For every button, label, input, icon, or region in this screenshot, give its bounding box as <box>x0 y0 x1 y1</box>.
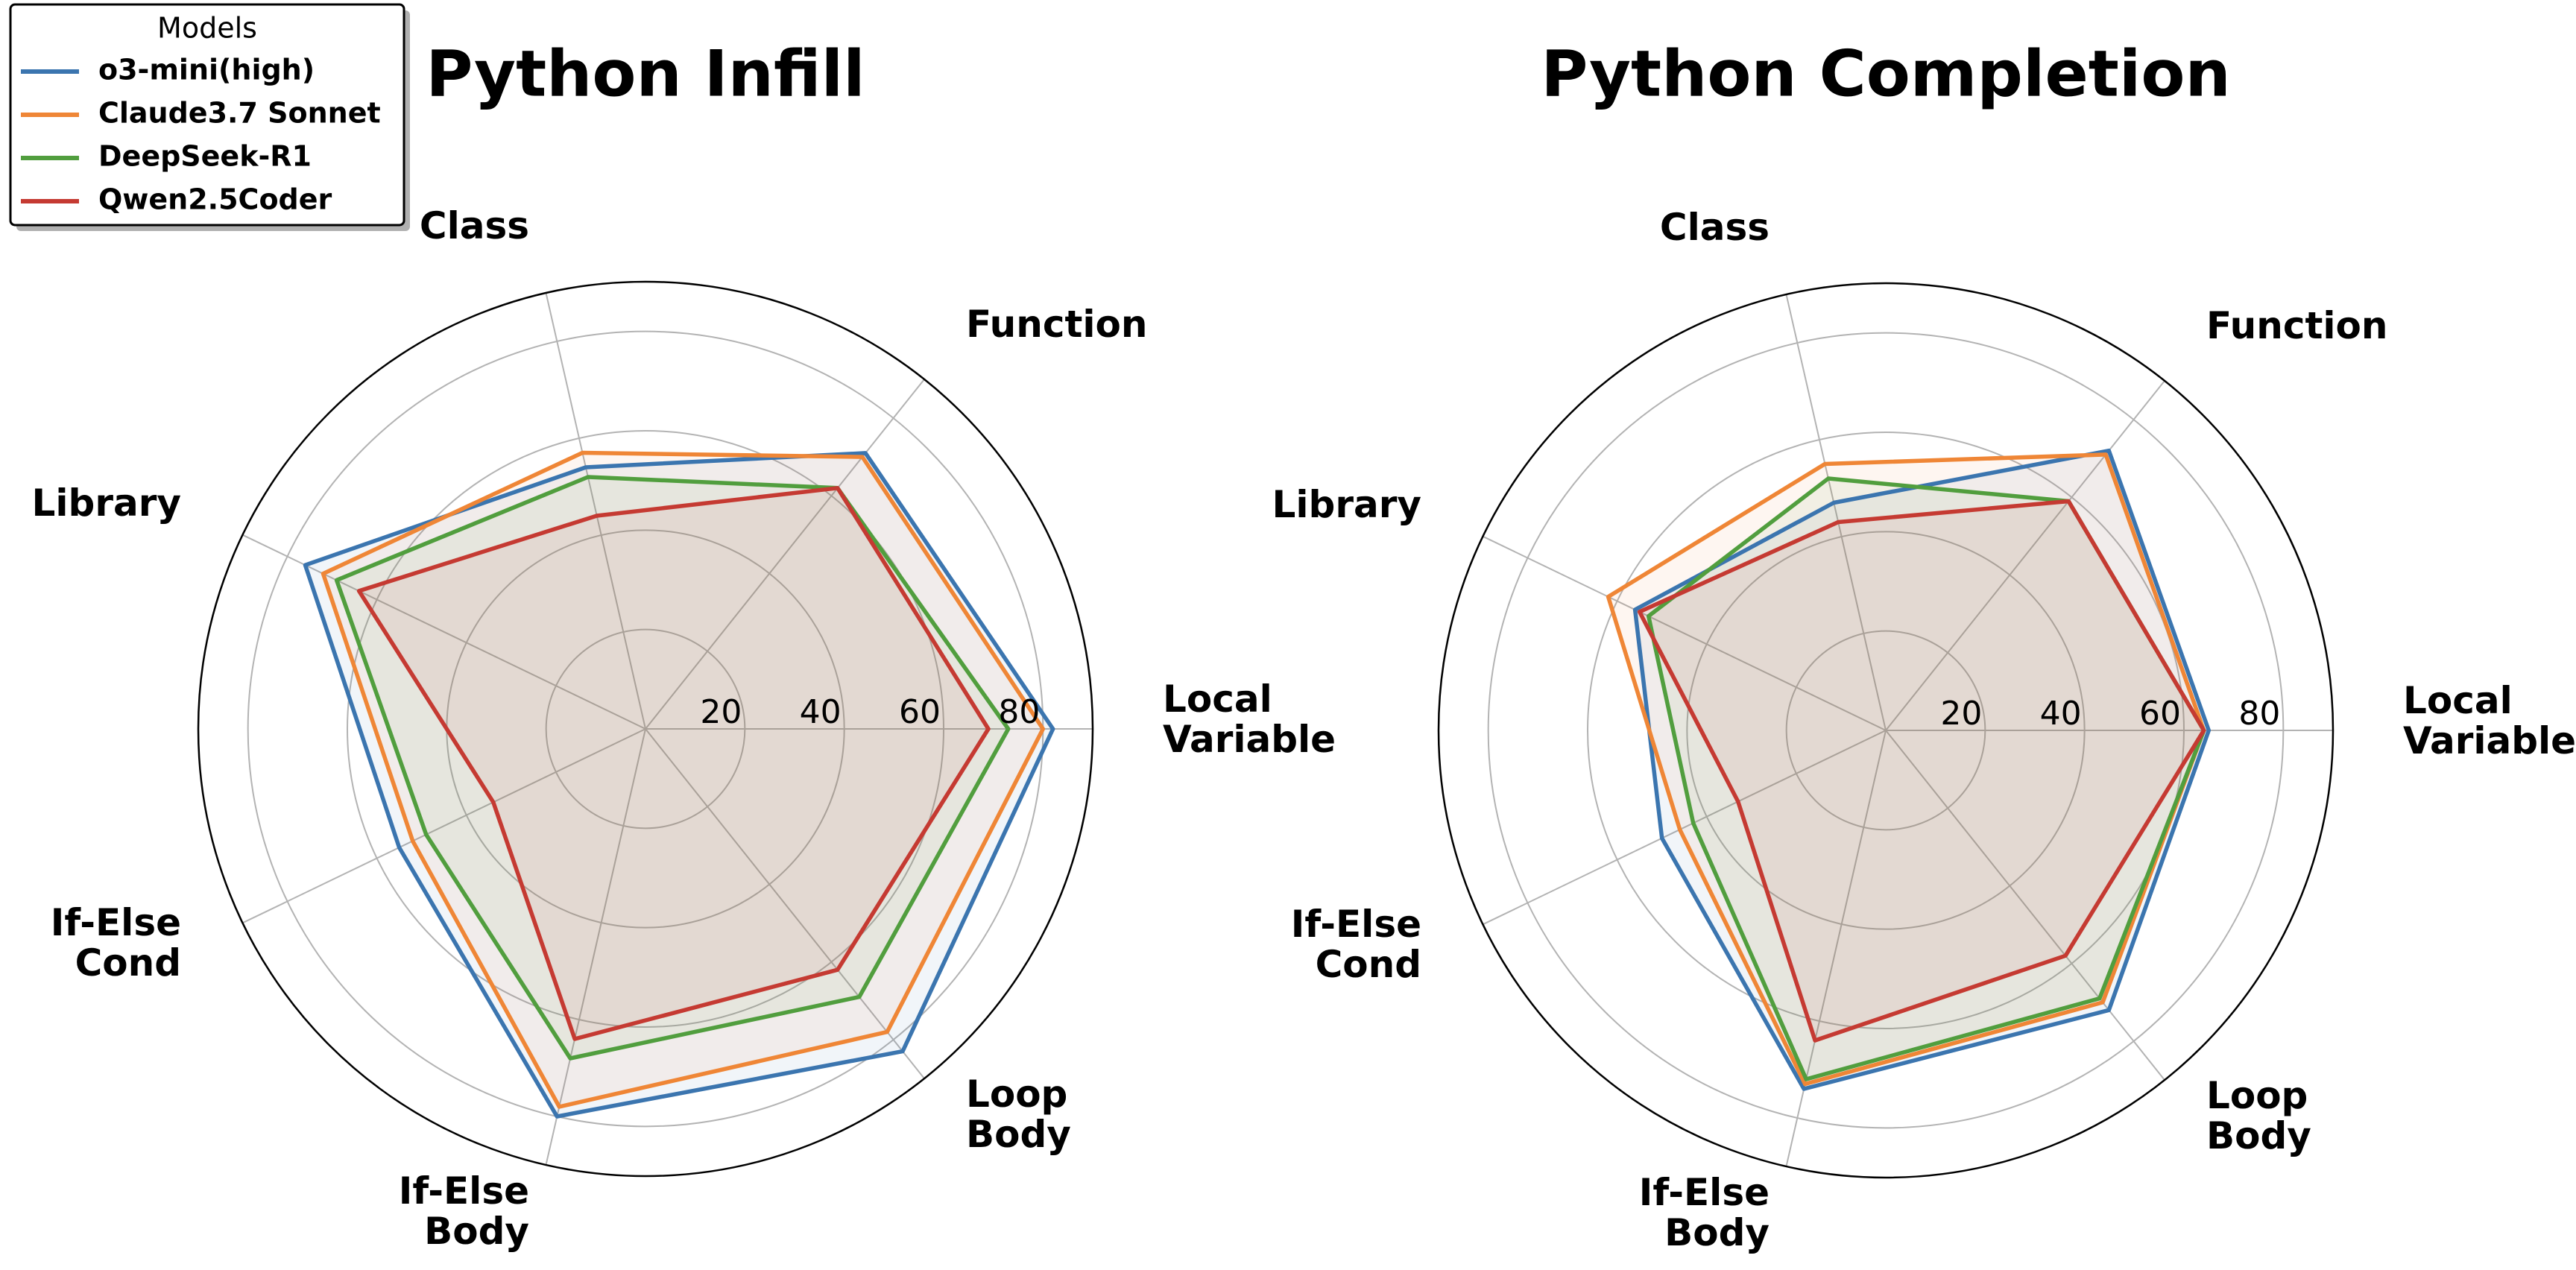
legend-entry: DeepSeek-R1 <box>98 140 312 173</box>
radial-tick-label: 20 <box>700 693 742 731</box>
axis-spoke <box>645 728 925 1079</box>
series-line <box>1606 452 2206 1087</box>
radial-tick-label: 60 <box>2139 695 2181 733</box>
axis-spoke <box>1785 294 1887 731</box>
series-line <box>321 450 1046 1109</box>
axis-label: Class <box>1660 206 1770 249</box>
series-line <box>1646 476 2206 1081</box>
radial-tick-label: 40 <box>2040 695 2082 733</box>
radial-tick-label: 20 <box>1940 695 1982 733</box>
outer-ring <box>197 280 1094 1178</box>
series-line <box>1637 499 2206 1043</box>
series-fill <box>1648 478 2204 1079</box>
axis-spoke <box>645 379 925 730</box>
series-fill <box>359 487 989 1039</box>
axis-label: Library <box>1272 483 1421 526</box>
axis-label: If-Else Body <box>399 1169 529 1253</box>
chart-title: Python Completion <box>1541 37 2230 111</box>
radial-tick-label: 60 <box>899 693 941 731</box>
legend-box <box>9 3 405 227</box>
axis-spoke <box>1885 380 2165 731</box>
radial-tick-label: 80 <box>2238 695 2280 733</box>
legend-entry: o3-mini(high) <box>98 54 315 86</box>
radial-tick-label: 80 <box>998 693 1040 731</box>
series-line <box>356 486 991 1041</box>
axis-spoke <box>545 728 646 1166</box>
axis-label: Loop Body <box>966 1072 1071 1156</box>
legend: Models o3-mini(high) Claude3.7 Sonnet DeepS… <box>9 3 410 231</box>
axis-label: If-Else Body <box>1639 1171 1770 1254</box>
radar-chart-python-infill: Python Infill 20 40 60 80 Local Variable Functi… <box>32 37 1336 1252</box>
axis-label: Library <box>32 481 181 525</box>
series-fill <box>323 452 1044 1107</box>
legend-title: Models <box>157 12 257 45</box>
axis-label: Local Variable <box>1163 677 1336 761</box>
axis-label: Function <box>966 303 1147 346</box>
series-line <box>334 475 1011 1061</box>
axis-spoke <box>1785 730 1887 1167</box>
axis-label: Local Variable <box>2403 679 2576 762</box>
series-fill <box>1608 454 2204 1084</box>
axis-label: If-Else Cond <box>51 901 181 985</box>
axis-spoke <box>1482 535 1887 731</box>
axis-spoke <box>1482 730 1887 926</box>
axis-label: Function <box>2206 304 2387 347</box>
series-fill <box>336 477 1008 1058</box>
chart-title: Python Infill <box>426 37 865 111</box>
radial-tick-label: 40 <box>800 693 842 731</box>
series-fill <box>1639 501 2204 1040</box>
series-fill <box>305 452 1053 1116</box>
legend-entry: Qwen2.5Coder <box>98 183 332 216</box>
axis-label: Class <box>420 204 529 247</box>
legend-entry: Claude3.7 Sonnet <box>98 97 381 130</box>
axis-spoke <box>242 728 646 924</box>
axis-spoke <box>545 292 646 730</box>
axis-label: Loop Body <box>2206 1074 2311 1157</box>
axis-spoke <box>1885 730 2165 1081</box>
axis-label: If-Else Cond <box>1291 903 1421 986</box>
outer-ring <box>1437 282 2334 1179</box>
axis-spoke <box>242 534 646 730</box>
radar-chart-python-completion: Python Completion 20 40 60 80 Local Variable Fu… <box>1272 37 2576 1254</box>
